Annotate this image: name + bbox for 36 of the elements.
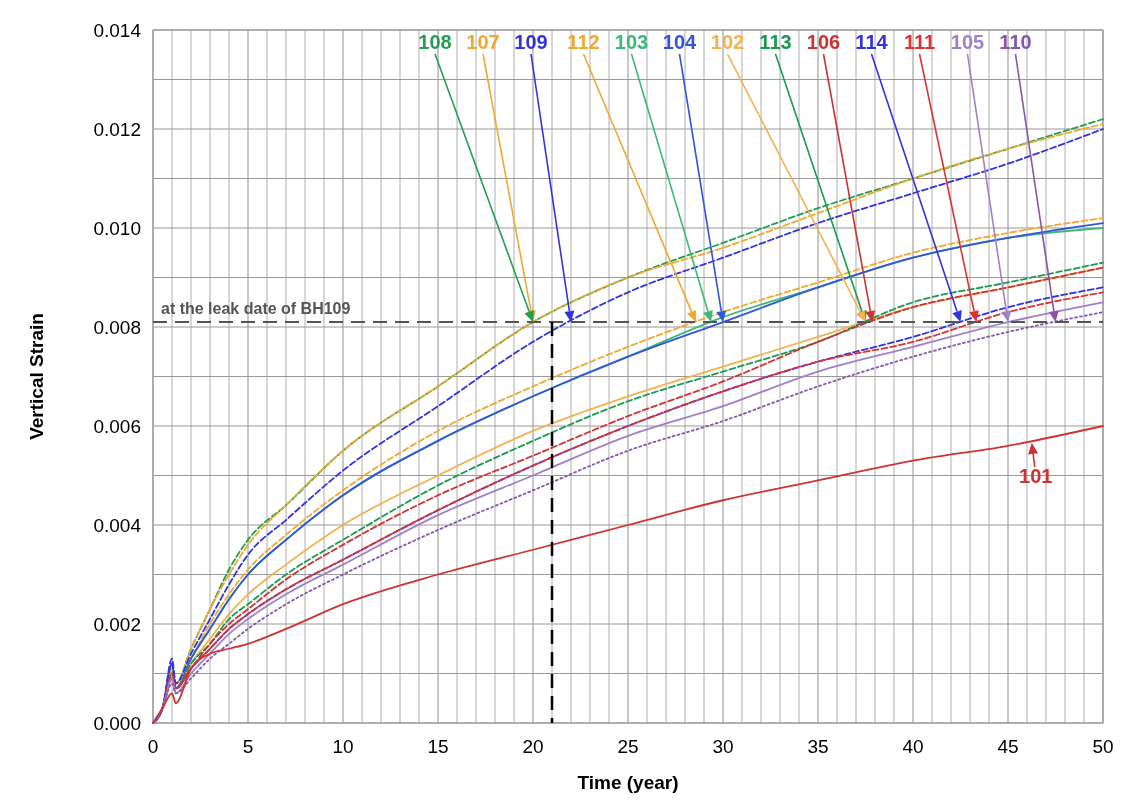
x-tick-label: 0 [147, 736, 159, 757]
y-tick-label: 0.006 [93, 416, 141, 437]
text: 105 [950, 31, 985, 53]
x-tick-label: 35 [807, 736, 829, 757]
text: 114 [855, 31, 889, 53]
text: 108 [418, 31, 452, 53]
text: 112 [567, 31, 600, 53]
x-tick-label: 15 [427, 736, 449, 757]
legend-label: 101 [1019, 464, 1053, 487]
y-tick-label: 0.014 [93, 20, 142, 41]
y-tick-label: 0.000 [93, 713, 141, 734]
x-tick-label: 5 [242, 736, 254, 757]
y-tick-label: 0.004 [93, 515, 142, 536]
text: 113 [759, 31, 792, 53]
y-tick-label: 0.010 [93, 218, 141, 239]
y-axis-title: Vertical Strain [26, 313, 47, 440]
x-tick-label: 40 [902, 736, 924, 757]
text: 106 [806, 31, 841, 53]
text: 103 [614, 31, 649, 53]
x-tick-label: 45 [997, 736, 1019, 757]
x-tick-label: 25 [617, 736, 639, 757]
text: 104 [662, 31, 698, 53]
x-tick-label: 30 [712, 736, 734, 757]
text: 102 [710, 31, 745, 53]
y-tick-label: 0.008 [93, 317, 141, 338]
text: 111 [903, 31, 936, 53]
text: 110 [999, 31, 1032, 53]
text: 109 [514, 31, 548, 53]
x-tick-label: 10 [332, 736, 354, 757]
x-tick-label: 50 [1092, 736, 1114, 757]
y-tick-label: 0.012 [93, 119, 141, 140]
text: 107 [466, 31, 500, 53]
x-axis-title: Time (year) [577, 772, 679, 793]
y-tick-label: 0.002 [93, 614, 141, 635]
x-tick-label: 20 [522, 736, 544, 757]
ref-line-label: at the leak date of BH109 [161, 300, 351, 318]
